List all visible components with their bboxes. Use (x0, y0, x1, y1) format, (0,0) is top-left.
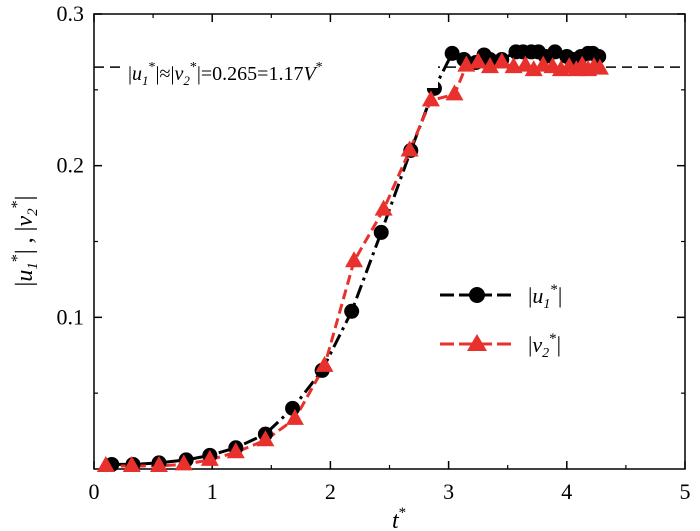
data-point-v2 (492, 52, 511, 69)
data-point-v2 (421, 90, 440, 107)
annotation-text: |u1*|≈|v2*|=0.265=1.17V* (128, 60, 323, 88)
data-point-v2 (524, 60, 543, 77)
x-tick-label: 0 (89, 479, 100, 504)
data-point-v2 (345, 251, 363, 268)
x-tick-label: 2 (325, 479, 336, 504)
data-point-v2 (285, 408, 304, 425)
data-point-v2 (400, 140, 419, 157)
x-tick-label: 1 (207, 479, 218, 504)
series-markers (96, 44, 609, 472)
svg-text:|u1*| , |v2*|: |u1*| , |v2*| (9, 196, 41, 287)
x-tick-label: 4 (561, 479, 572, 504)
data-point-v2 (590, 58, 609, 75)
y-tick-label: 0.3 (57, 1, 85, 26)
data-point-v2 (226, 442, 245, 459)
annotation-background (120, 52, 438, 88)
data-point-v2 (256, 430, 275, 447)
data-point-v2 (150, 456, 168, 472)
y-axis-label: |u1*| , |v2*| (9, 196, 41, 287)
annotation-reference: |u1*|≈|v2*|=0.265=1.17V* (120, 52, 438, 88)
y-tick-label: 0.2 (57, 153, 85, 178)
x-axis-label: t* (392, 505, 406, 531)
legend-entry-v2: |v2*| (440, 331, 561, 361)
legend-marker-v2 (467, 334, 487, 351)
legend-label-u1: |u1*| (528, 282, 562, 312)
data-point-v2 (122, 456, 141, 472)
legend-label-v2: |v2*| (528, 331, 561, 361)
data-point-v2 (315, 355, 334, 372)
data-point-u1 (344, 303, 360, 319)
data-point-u1 (373, 224, 389, 240)
data-point-v2 (174, 454, 193, 471)
data-point-v2 (469, 52, 488, 69)
legend: |u1*| |v2*| (440, 282, 562, 361)
data-point-v2 (96, 456, 115, 472)
data-point-u1 (444, 45, 460, 61)
legend-marker-u1 (469, 287, 485, 303)
data-point-u1 (547, 44, 563, 60)
x-tick-label: 5 (680, 479, 691, 504)
data-point-v2 (445, 84, 464, 101)
axis-ticks: 0 1 2 3 4 5 0.1 0.2 0.3 (57, 1, 691, 504)
y-tick-label: 0.1 (57, 304, 85, 329)
data-point-v2 (374, 199, 393, 216)
data-point-v2 (481, 57, 499, 74)
data-point-v2 (200, 449, 219, 466)
legend-entry-u1: |u1*| (440, 282, 562, 312)
x-tick-label: 3 (443, 479, 454, 504)
